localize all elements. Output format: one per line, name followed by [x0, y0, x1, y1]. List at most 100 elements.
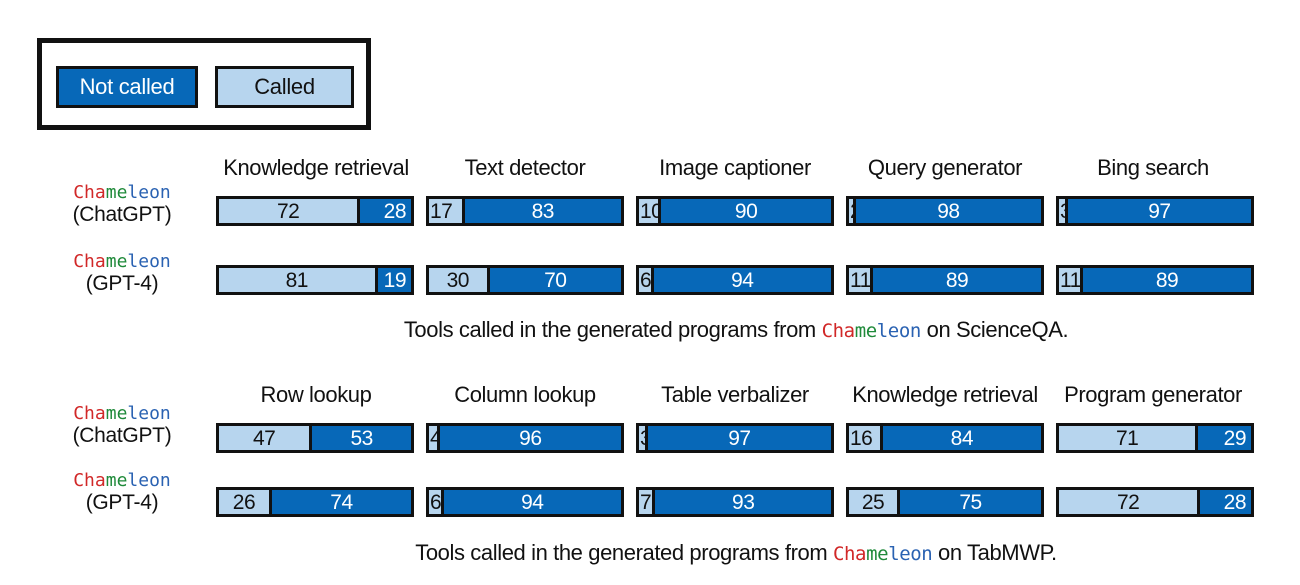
bar-segment-called: 72: [1059, 490, 1198, 514]
stacked-bar: 71 29: [1056, 423, 1254, 453]
bar-segment-not-called: 28: [1197, 490, 1251, 514]
chameleon-wordmark: Chameleon: [833, 543, 933, 565]
bar-segment-not-called: 29: [1195, 426, 1251, 450]
stacked-bar: 6 94: [636, 265, 834, 295]
bar-segment-not-called: 90: [658, 199, 831, 223]
bar-segment-called: 4: [429, 426, 442, 450]
tool-title: Text detector: [464, 155, 586, 180]
bar-segment-not-called: 97: [644, 426, 831, 450]
caption-text-after: on ScienceQA.: [920, 317, 1069, 342]
data-label-called: 71: [1115, 426, 1139, 450]
bar-segment-not-called: 70: [486, 268, 621, 292]
bar-segment-not-called: 97: [1064, 199, 1251, 223]
bar-segment-not-called: 98: [852, 199, 1041, 223]
bar-segment-called: 6: [639, 268, 652, 292]
stacked-bar: 25 75: [846, 487, 1044, 517]
stacked-bar: 72 28: [216, 196, 414, 226]
chameleon-part: me: [105, 403, 128, 424]
data-label-not-called: 93: [732, 490, 755, 514]
stacked-bar: 17 83: [426, 196, 624, 226]
bar-segment-called: 30: [429, 268, 487, 292]
legend-called: Called: [215, 66, 354, 108]
row-label: Chameleon (GPT-4): [62, 470, 182, 514]
model-name: (GPT-4): [85, 272, 159, 295]
data-label-called: 6: [640, 268, 652, 292]
data-label-not-called: 83: [531, 199, 555, 223]
stacked-bar: 6 94: [426, 487, 624, 517]
model-name: (GPT-4): [85, 491, 159, 514]
data-label-not-called: 94: [731, 268, 754, 292]
data-label-not-called: 75: [959, 490, 982, 514]
bar-segment-not-called: 53: [309, 426, 411, 450]
data-label-called: 30: [446, 268, 470, 292]
bar-segment-called: 10: [639, 199, 663, 223]
chameleon-wordmark: Chameleon: [62, 470, 182, 492]
chameleon-wordmark: Chameleon: [62, 251, 182, 273]
tool-title: Column lookup: [454, 382, 596, 407]
bar-segment-called: 72: [219, 199, 358, 223]
legend-not-called: Not called: [56, 66, 198, 108]
chameleon-wordmark: Chameleon: [62, 182, 182, 204]
stacked-bar: 4 96: [426, 423, 624, 453]
stacked-bar: 30 70: [426, 265, 624, 295]
model-name: (ChatGPT): [72, 203, 172, 226]
bar-segment-not-called: 84: [879, 426, 1041, 450]
chameleon-part: Cha: [73, 251, 106, 272]
chameleon-part: me: [854, 320, 877, 342]
bar-segment-not-called: 28: [357, 199, 411, 223]
tool-title: Table verbalizer: [661, 382, 809, 407]
chameleon-part: leon: [876, 320, 922, 342]
bar-segment-not-called: 94: [650, 268, 831, 292]
chameleon-wordmark: Chameleon: [821, 320, 922, 342]
data-label-called: 25: [861, 490, 885, 514]
tool-title: Image captioner: [659, 155, 811, 180]
stacked-bar: 298: [846, 196, 1044, 226]
caption-text-before: Tools called in the generated programs f…: [403, 317, 822, 342]
data-label-not-called: 53: [350, 426, 373, 450]
bar-segment-called: 11: [1059, 268, 1081, 292]
data-label-called: 26: [232, 490, 256, 514]
stacked-bar: 11 89: [1056, 265, 1254, 295]
data-label-not-called: 74: [330, 490, 353, 514]
bar-segment-called: 71: [1059, 426, 1196, 450]
chameleon-part: leon: [888, 543, 933, 565]
bar-segment-not-called: 93: [652, 490, 831, 514]
caption-text-before: Tools called in the generated programs f…: [415, 540, 833, 565]
data-label-called: 81: [285, 268, 309, 292]
data-label-not-called: 96: [519, 426, 542, 450]
stacked-bar: 81 19: [216, 265, 414, 295]
chameleon-wordmark: Chameleon: [62, 403, 182, 425]
chameleon-part: Cha: [73, 470, 106, 491]
chameleon-part: leon: [127, 403, 171, 424]
stacked-bar: 10 90: [636, 196, 834, 226]
tool-title: Knowledge retrieval: [852, 382, 1038, 407]
chart-caption: Tools called in the generated programs f…: [415, 540, 1057, 566]
bar-segment-not-called: 19: [374, 268, 411, 292]
tool-title: Query generator: [867, 155, 1023, 180]
tool-title: Row lookup: [260, 382, 372, 407]
stacked-bar: 16 84: [846, 423, 1044, 453]
bar-segment-not-called: 96: [436, 426, 621, 450]
bar-segment-called: 6: [429, 490, 442, 514]
chameleon-part: me: [105, 251, 128, 272]
tool-title: Program generator: [1064, 382, 1242, 407]
data-label-called: 47: [252, 426, 276, 450]
bar-segment-not-called: 74: [268, 490, 411, 514]
chameleon-part: Cha: [73, 403, 106, 424]
bar-segment-not-called: 89: [1080, 268, 1251, 292]
data-label-not-called: 28: [383, 199, 407, 223]
data-label-called: 10: [640, 199, 663, 223]
data-label-not-called: 28: [1223, 490, 1247, 514]
data-label-called: 72: [1116, 490, 1140, 514]
chart-caption: Tools called in the generated programs f…: [403, 317, 1069, 343]
data-label-called: 6: [430, 490, 442, 514]
bar-segment-called: 25: [849, 490, 897, 514]
bar-segment-not-called: 94: [440, 490, 621, 514]
chameleon-part: Cha: [821, 320, 856, 342]
row-label: Chameleon (ChatGPT): [62, 182, 182, 226]
caption-text-after: on TabMWP.: [932, 540, 1057, 565]
row-label: Chameleon (GPT-4): [62, 251, 182, 295]
bar-segment-not-called: 83: [461, 199, 621, 223]
data-label-not-called: 89: [945, 268, 969, 292]
data-label-not-called: 98: [937, 199, 960, 223]
